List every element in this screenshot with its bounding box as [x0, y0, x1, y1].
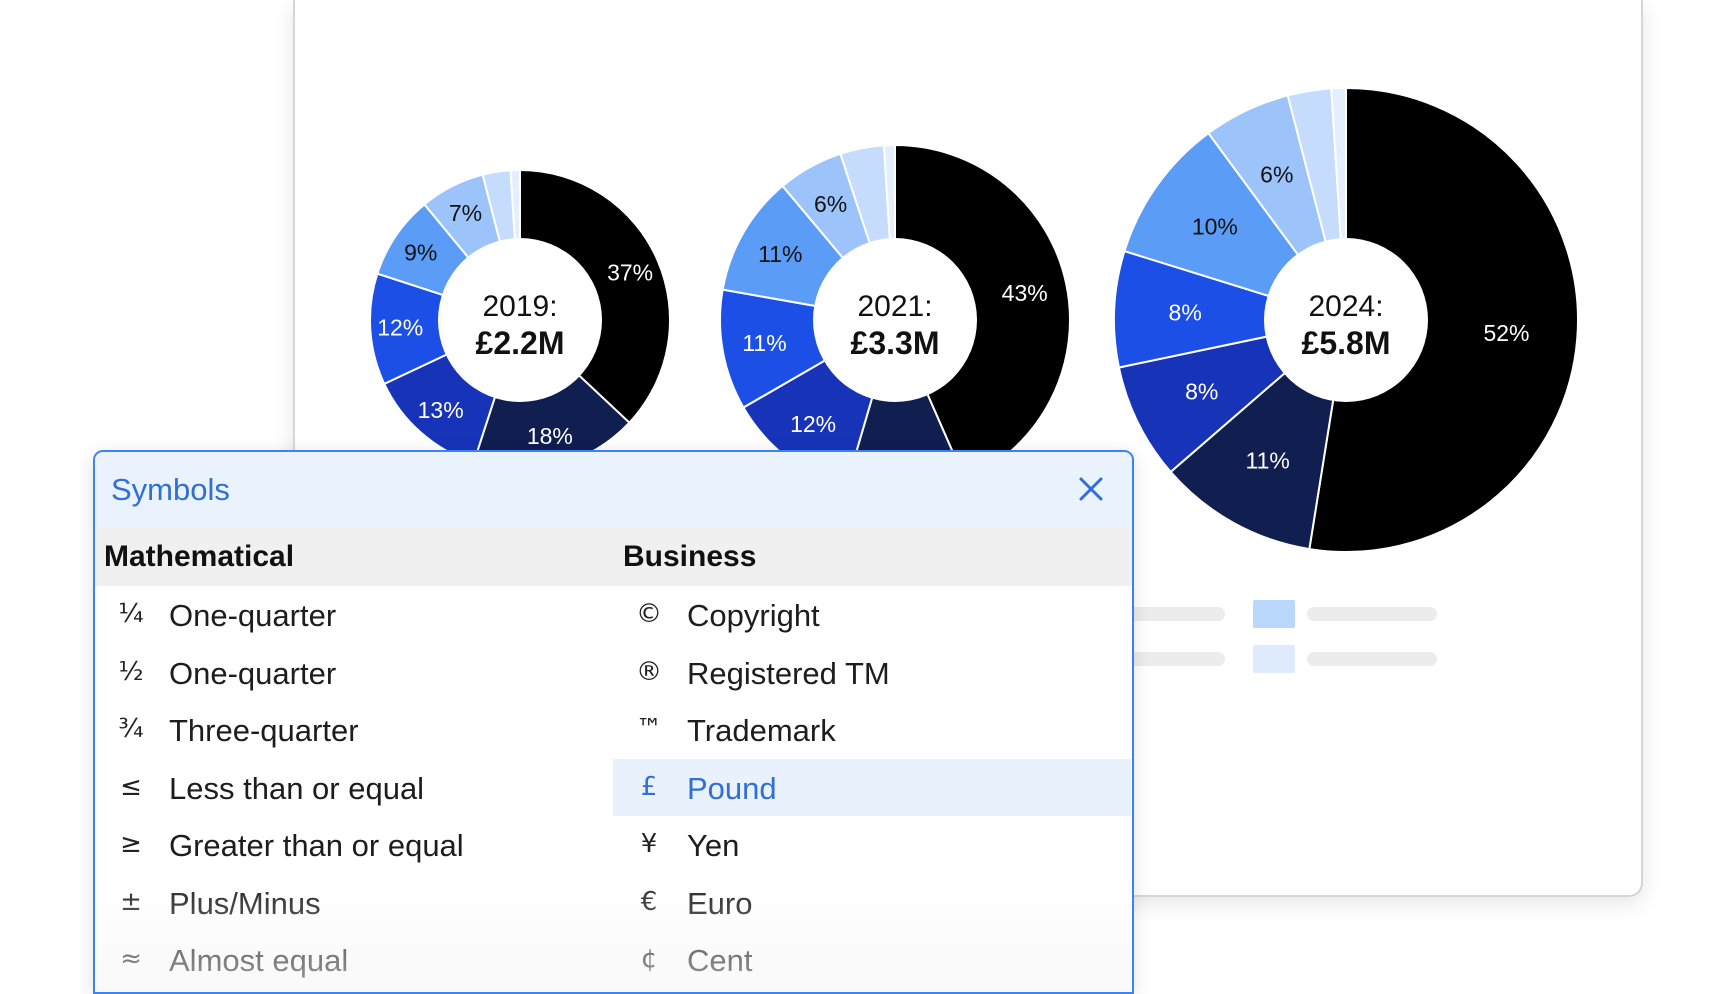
legend-placeholder-bar — [1125, 607, 1225, 621]
symbol-item-almost-equal[interactable]: ≈ Almost equal — [95, 931, 613, 989]
panel-header: Symbols — [95, 452, 1132, 528]
pie-slice — [894, 143, 1071, 482]
slice-label: 6% — [814, 191, 847, 217]
symbol-glyph: ≥ — [120, 829, 142, 859]
symbol-name: Cent — [687, 943, 753, 978]
symbol-name: Greater than or equal — [169, 828, 464, 863]
donut-total-value: £3.3M — [851, 325, 940, 361]
legend-placeholder-bar — [1307, 607, 1437, 621]
symbol-item-one-quarter[interactable]: ½ One-quarter — [95, 644, 613, 702]
slice-label: 10% — [1192, 214, 1238, 240]
panel-title: Symbols — [111, 472, 230, 507]
slice-label: 8% — [1185, 378, 1218, 404]
slice-label: 13% — [418, 397, 464, 423]
symbol-item-copyright[interactable]: © Copyright — [613, 586, 1131, 644]
symbol-glyph: ¥ — [640, 829, 658, 859]
donut-year-label: 2024: — [1308, 290, 1383, 323]
category-header-row: Mathematical Business — [95, 528, 1132, 586]
close-icon — [1079, 477, 1103, 501]
symbol-glyph: £ — [640, 771, 658, 802]
symbol-glyph: ≤ — [120, 771, 142, 802]
mathematical-symbol-list: ¼ One-quarter ½ One-quarter ¾ Three-quarter ≤ L… — [95, 586, 613, 989]
symbol-name: Euro — [687, 885, 753, 921]
symbol-name: Less than or equal — [169, 770, 425, 806]
symbol-item-cent[interactable]: ¢ Cent — [613, 931, 1131, 989]
symbol-item-registered-tm[interactable]: ® Registered TM — [613, 644, 1131, 702]
donut-chart-0: 37% 18% 13% 12% 9% 7% 2019:£2.2M — [369, 168, 671, 471]
symbol-glyph: ½ — [118, 656, 144, 687]
slice-label: 52% — [1483, 320, 1529, 346]
symbol-glyph: ¾ — [118, 714, 144, 744]
symbol-item-one-quarter[interactable]: ¼ One-quarter — [95, 586, 613, 644]
symbol-name: Plus/Minus — [169, 885, 321, 921]
symbol-name: Trademark — [687, 713, 836, 748]
symbol-item-euro[interactable]: € Euro — [613, 874, 1131, 932]
donut-hole — [1264, 238, 1428, 402]
symbol-name: Copyright — [687, 598, 820, 633]
legend-placeholder-bar — [1125, 652, 1225, 666]
pie-slice — [1113, 249, 1350, 369]
symbol-glyph: ™ — [636, 714, 662, 744]
symbol-item-greater-than-or-equal[interactable]: ≥ Greater than or equal — [95, 816, 613, 874]
symbol-name: Registered TM — [687, 655, 890, 691]
category-business: Business — [623, 540, 757, 573]
slice-label: 11% — [1246, 448, 1290, 474]
symbol-glyph: © — [636, 599, 662, 629]
symbol-name: Yen — [687, 828, 740, 863]
symbol-glyph: ® — [636, 656, 662, 687]
symbol-glyph: ¢ — [640, 944, 658, 974]
donut-year-label: 2019: — [482, 290, 557, 323]
legend-swatch-1 — [1253, 600, 1295, 628]
donut-hole — [438, 238, 602, 402]
slice-label: 7% — [449, 200, 482, 226]
slice-label: 8% — [1169, 299, 1202, 325]
slice-label: 9% — [404, 240, 437, 266]
symbol-name: Almost equal — [169, 943, 349, 978]
donut-chart-2: 52% 11% 8% 8% 10% 6% 2024:£5.8M — [1113, 86, 1579, 553]
slice-label: 12% — [790, 411, 836, 437]
slice-label: 11% — [742, 330, 786, 356]
slice-label: 43% — [1002, 280, 1048, 306]
symbol-name: Three-quarter — [169, 713, 359, 748]
symbol-item-pound[interactable]: £ Pound — [613, 758, 1131, 816]
symbol-name: One-quarter — [169, 598, 337, 633]
symbol-name: One-quarter — [169, 655, 337, 691]
donut-total-value: £2.2M — [476, 325, 565, 361]
donut-chart-1: 43% 12% 11% 11% 6% 2021:£3.3M — [719, 143, 1071, 496]
symbol-item-less-than-or-equal[interactable]: ≤ Less than or equal — [95, 759, 613, 817]
close-button[interactable] — [1072, 470, 1110, 508]
legend-placeholder-bar — [1307, 652, 1437, 666]
slice-label: 6% — [1260, 162, 1293, 188]
donut-charts: 37% 18% 13% 12% 9% 7% 2019:£2.2M 43% 12% 11% 11% 6%… — [369, 86, 1579, 553]
donut-year-label: 2021: — [857, 290, 932, 323]
symbol-glyph: € — [640, 886, 658, 917]
donut-total-value: £5.8M — [1302, 325, 1391, 361]
symbol-item-yen[interactable]: ¥ Yen — [613, 816, 1131, 874]
symbol-item-plus-minus[interactable]: ± Plus/Minus — [95, 874, 613, 932]
symbol-glyph: ¼ — [118, 599, 144, 629]
symbol-item-three-quarter[interactable]: ¾ Three-quarter — [95, 701, 613, 759]
symbol-glyph: ≈ — [120, 944, 142, 974]
slice-label: 12% — [377, 315, 423, 341]
slice-label: 18% — [527, 423, 573, 449]
pie-slice — [1308, 86, 1579, 553]
category-mathematical: Mathematical — [104, 540, 295, 573]
symbol-item-trademark[interactable]: ™ Trademark — [613, 701, 1131, 759]
business-symbol-list: © Copyright ® Registered TM ™ Trademark £ Pound… — [613, 586, 1131, 989]
symbol-glyph: ± — [120, 886, 142, 917]
slice-label: 11% — [758, 241, 802, 267]
symbols-panel: Symbols Mathematical Business ¼ One-quart… — [93, 450, 1134, 994]
legend-swatch-2 — [1253, 645, 1295, 673]
donut-hole — [813, 238, 977, 402]
symbol-name: Pound — [687, 770, 777, 806]
slice-label: 37% — [607, 259, 653, 285]
